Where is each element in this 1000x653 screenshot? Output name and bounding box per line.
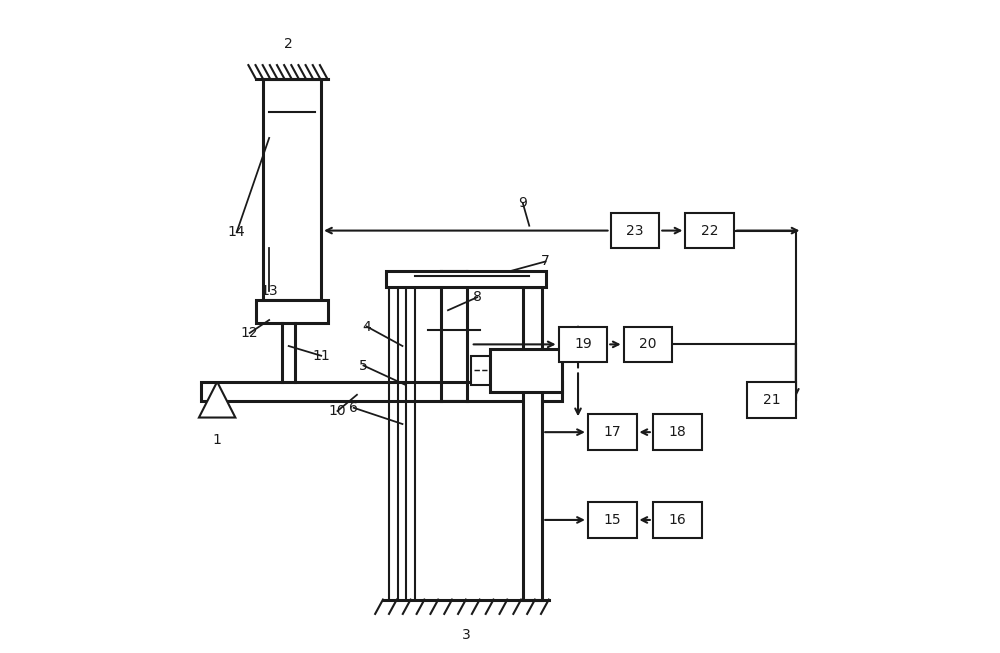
Text: 6: 6	[349, 401, 358, 415]
Bar	[588, 502, 637, 538]
Bar	[201, 382, 562, 402]
Bar	[747, 382, 796, 417]
Bar	[559, 326, 607, 362]
Polygon shape	[199, 382, 235, 417]
Text: 9: 9	[518, 196, 527, 210]
Bar	[263, 80, 321, 300]
Text: 18: 18	[668, 425, 686, 439]
Bar	[490, 349, 562, 392]
Bar	[611, 213, 659, 249]
Bar	[685, 213, 734, 249]
Text: 7: 7	[541, 255, 550, 268]
Text: 15: 15	[603, 513, 621, 527]
Text: 10: 10	[329, 404, 346, 418]
Text: 1: 1	[213, 434, 222, 447]
Bar	[523, 287, 542, 599]
Bar	[588, 414, 637, 450]
Text: 16: 16	[668, 513, 686, 527]
Text: 21: 21	[763, 392, 780, 407]
Text: 19: 19	[574, 338, 592, 351]
Text: 2: 2	[284, 37, 293, 51]
Bar	[471, 356, 490, 385]
Text: 3: 3	[461, 628, 470, 643]
Bar	[386, 271, 546, 287]
Text: 22: 22	[701, 223, 718, 238]
Text: 17: 17	[603, 425, 621, 439]
Text: 14: 14	[228, 225, 245, 239]
Text: 8: 8	[473, 290, 482, 304]
Bar	[653, 414, 702, 450]
Bar	[624, 326, 672, 362]
Bar	[256, 300, 328, 323]
Text: 23: 23	[626, 223, 644, 238]
Text: 4: 4	[362, 319, 371, 334]
Bar	[653, 502, 702, 538]
Text: 12: 12	[241, 326, 258, 340]
Text: 5: 5	[359, 358, 368, 372]
Text: 13: 13	[260, 284, 278, 298]
Text: 20: 20	[639, 338, 657, 351]
Text: 11: 11	[312, 349, 330, 363]
